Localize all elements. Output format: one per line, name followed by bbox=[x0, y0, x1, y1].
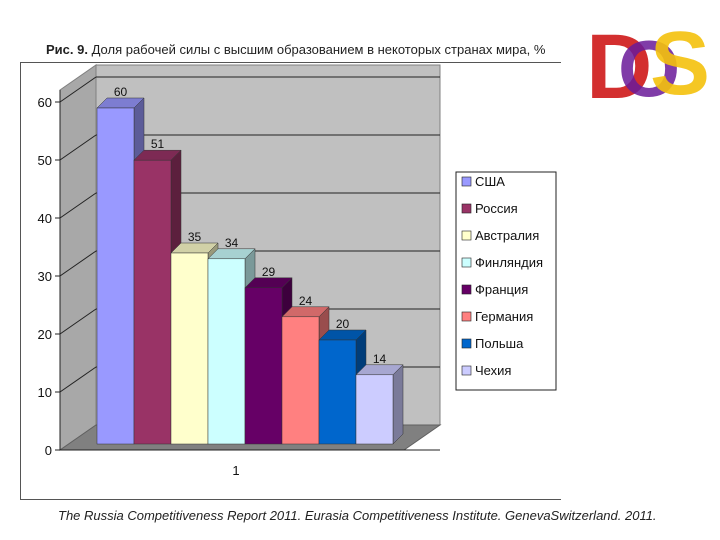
y-tick-label: 40 bbox=[38, 211, 52, 226]
figure-number: Рис. 9. bbox=[46, 42, 88, 57]
legend-label-0: США bbox=[475, 174, 505, 189]
legend-swatch-2 bbox=[461, 230, 472, 241]
data-label-4: 29 bbox=[262, 265, 276, 279]
bar-6 bbox=[318, 339, 357, 445]
legend-label-2: Австралия bbox=[475, 228, 539, 243]
bar-4 bbox=[244, 287, 283, 445]
legend-swatch-7 bbox=[461, 365, 472, 376]
y-tick-label: 30 bbox=[38, 269, 52, 284]
legend-swatch-0 bbox=[461, 176, 472, 187]
data-label-3: 34 bbox=[225, 236, 239, 250]
legend-label-1: Россия bbox=[475, 201, 518, 216]
logo-letter-d: D bbox=[586, 16, 652, 106]
gridline-side bbox=[59, 308, 97, 335]
bar-1 bbox=[133, 159, 172, 445]
logo-letter-o: O bbox=[618, 24, 680, 106]
bar-side-7 bbox=[392, 364, 404, 445]
chart-frame bbox=[20, 62, 561, 500]
bar-2 bbox=[170, 252, 209, 445]
legend-swatch-3 bbox=[461, 257, 472, 268]
legend-box bbox=[455, 171, 557, 391]
chart-title: Рис. 9. Доля рабочей силы с высшим образ… bbox=[46, 42, 566, 57]
data-label-1: 51 bbox=[151, 137, 165, 151]
legend-label-4: Франция bbox=[475, 282, 528, 297]
legend-swatch-5 bbox=[461, 311, 472, 322]
y-tick-label: 60 bbox=[38, 95, 52, 110]
data-label-7: 14 bbox=[373, 352, 387, 366]
y-tick-label: 20 bbox=[38, 327, 52, 342]
bar-0 bbox=[96, 107, 135, 445]
data-label-5: 24 bbox=[299, 294, 313, 308]
data-label-2: 35 bbox=[188, 230, 202, 244]
legend-swatch-4 bbox=[461, 284, 472, 295]
gridline-side bbox=[59, 192, 97, 219]
y-tick-label: 10 bbox=[38, 385, 52, 400]
y-tick-label: 50 bbox=[38, 153, 52, 168]
gridline-side bbox=[59, 250, 97, 277]
data-label-0: 60 bbox=[114, 85, 128, 99]
legend-swatch-6 bbox=[461, 338, 472, 349]
x-category-label: 1 bbox=[232, 463, 239, 478]
source-citation: The Russia Competitiveness Report 2011. … bbox=[58, 508, 657, 523]
bar-3 bbox=[207, 258, 246, 445]
gridline-side bbox=[59, 134, 97, 161]
legend-label-5: Германия bbox=[475, 309, 533, 324]
plot-side-wall bbox=[59, 64, 97, 451]
legend-label-3: Финляндия bbox=[475, 255, 543, 270]
data-label-6: 20 bbox=[336, 317, 350, 331]
bar-5 bbox=[281, 316, 320, 445]
logo-letter-s: S bbox=[650, 14, 710, 106]
legend-swatch-1 bbox=[461, 203, 472, 214]
bar-7 bbox=[355, 374, 394, 445]
gridline-side bbox=[59, 76, 97, 103]
y-tick-label: 0 bbox=[45, 443, 52, 458]
chart-title-text: Доля рабочей силы с высшим образованием … bbox=[91, 42, 546, 57]
dos-logo: D O S bbox=[584, 14, 716, 118]
gridline-side bbox=[59, 366, 97, 393]
legend-label-7: Чехия bbox=[475, 363, 511, 378]
legend-label-6: Польша bbox=[475, 336, 524, 351]
